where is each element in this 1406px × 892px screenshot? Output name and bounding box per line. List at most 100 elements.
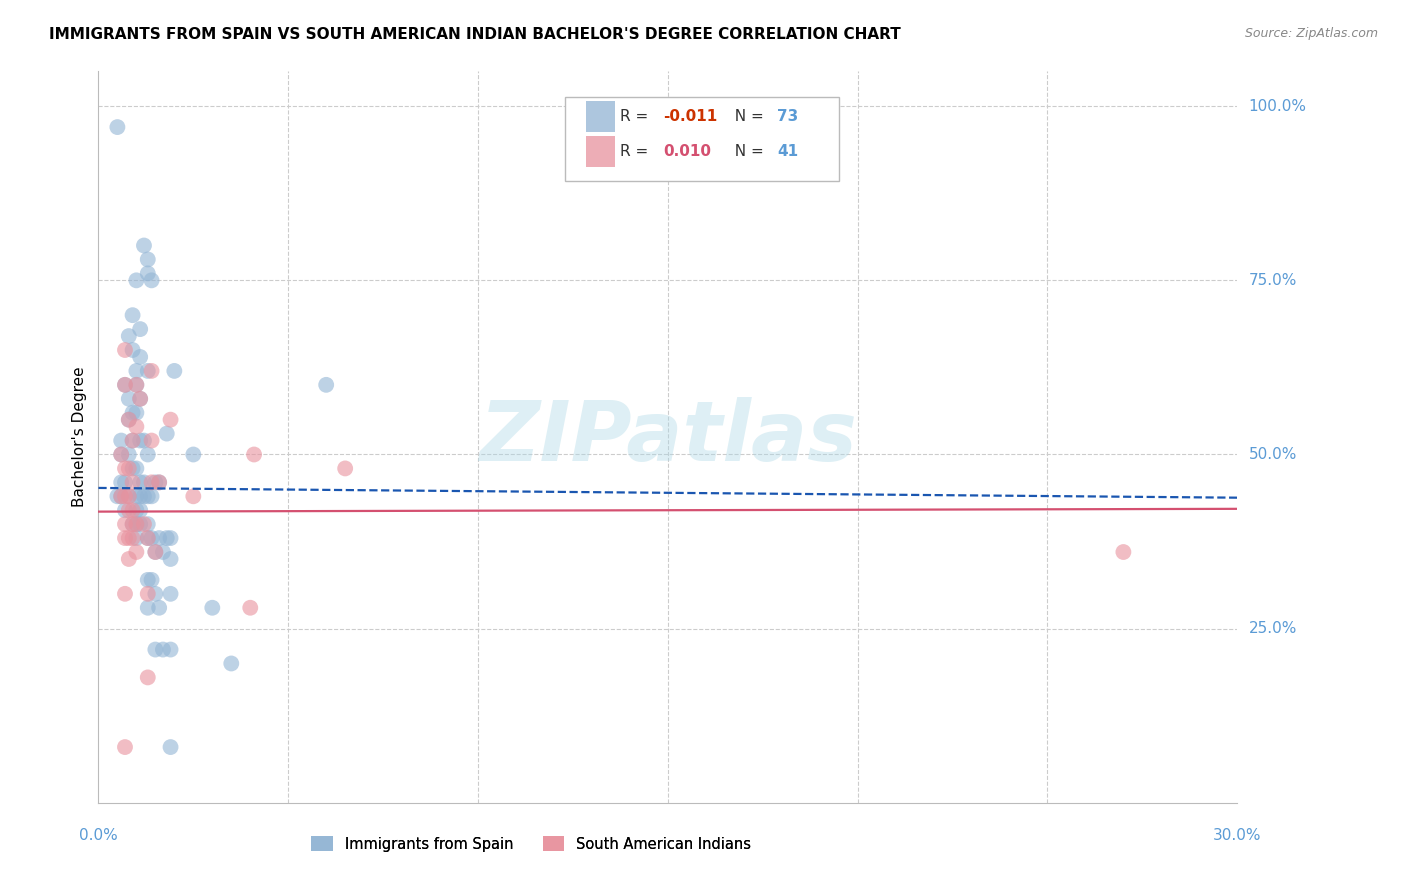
Point xyxy=(148,531,170,545)
Point xyxy=(239,600,262,615)
Point xyxy=(121,503,143,517)
FancyBboxPatch shape xyxy=(586,102,616,132)
Point xyxy=(315,377,337,392)
FancyBboxPatch shape xyxy=(565,97,839,181)
Point xyxy=(132,238,155,252)
Text: R =: R = xyxy=(620,110,654,124)
Point xyxy=(159,531,181,545)
Point xyxy=(125,377,148,392)
Text: Source: ZipAtlas.com: Source: ZipAtlas.com xyxy=(1244,27,1378,40)
Point xyxy=(141,273,163,287)
Point xyxy=(125,273,148,287)
Point xyxy=(136,573,159,587)
Point xyxy=(132,475,155,490)
Point xyxy=(118,412,141,426)
Point xyxy=(129,392,152,406)
Point xyxy=(125,517,148,532)
Point xyxy=(136,600,159,615)
Point xyxy=(136,364,159,378)
Point xyxy=(141,475,163,490)
Point xyxy=(183,489,205,503)
Point xyxy=(125,531,148,545)
Text: -0.011: -0.011 xyxy=(664,110,717,124)
Legend: Immigrants from Spain, South American Indians: Immigrants from Spain, South American In… xyxy=(305,830,756,858)
Point xyxy=(141,531,163,545)
Point xyxy=(121,461,143,475)
Point xyxy=(148,475,170,490)
Point xyxy=(114,740,136,755)
Point xyxy=(125,489,148,503)
Point xyxy=(114,475,136,490)
Point xyxy=(141,434,163,448)
Point xyxy=(129,475,152,490)
Point xyxy=(129,350,152,364)
Point xyxy=(110,434,132,448)
Point xyxy=(107,489,129,503)
Point xyxy=(125,364,148,378)
Text: ZIPatlas: ZIPatlas xyxy=(479,397,856,477)
Point xyxy=(136,266,159,280)
Point xyxy=(118,552,141,566)
Point xyxy=(136,448,159,462)
Point xyxy=(159,412,181,426)
Point xyxy=(118,503,141,517)
Point xyxy=(145,545,167,559)
Point xyxy=(129,322,152,336)
Text: 0.0%: 0.0% xyxy=(79,828,118,843)
Point xyxy=(121,308,143,322)
Point xyxy=(129,489,152,503)
Point xyxy=(125,461,148,475)
Point xyxy=(148,475,170,490)
Point xyxy=(141,364,163,378)
Point xyxy=(125,545,148,559)
Point xyxy=(121,343,143,357)
Point xyxy=(141,573,163,587)
Point xyxy=(148,600,170,615)
Text: 50.0%: 50.0% xyxy=(1249,447,1296,462)
Point xyxy=(121,517,143,532)
Point xyxy=(129,434,152,448)
Point xyxy=(114,503,136,517)
Point xyxy=(114,377,136,392)
Point xyxy=(132,489,155,503)
Point xyxy=(125,377,148,392)
Point xyxy=(129,517,152,532)
Point xyxy=(129,503,152,517)
Point xyxy=(159,587,181,601)
Text: IMMIGRANTS FROM SPAIN VS SOUTH AMERICAN INDIAN BACHELOR'S DEGREE CORRELATION CHA: IMMIGRANTS FROM SPAIN VS SOUTH AMERICAN … xyxy=(49,27,901,42)
Point xyxy=(156,426,179,441)
Point xyxy=(201,600,224,615)
Text: 0.010: 0.010 xyxy=(664,144,711,159)
Point xyxy=(1112,545,1135,559)
Point xyxy=(114,461,136,475)
Point xyxy=(132,434,155,448)
Point xyxy=(152,545,174,559)
Point xyxy=(114,517,136,532)
Point xyxy=(107,120,129,134)
Point xyxy=(243,448,266,462)
Point xyxy=(118,489,141,503)
Point xyxy=(118,448,141,462)
Point xyxy=(118,329,141,343)
Point xyxy=(125,517,148,532)
Point xyxy=(145,642,167,657)
Text: 25.0%: 25.0% xyxy=(1249,621,1296,636)
Point xyxy=(114,377,136,392)
Point xyxy=(114,531,136,545)
Point xyxy=(136,489,159,503)
FancyBboxPatch shape xyxy=(586,136,616,167)
Point xyxy=(163,364,186,378)
Point xyxy=(129,392,152,406)
Point xyxy=(152,642,174,657)
Point xyxy=(114,489,136,503)
Point xyxy=(125,406,148,420)
Point xyxy=(114,587,136,601)
Text: 30.0%: 30.0% xyxy=(1213,828,1261,843)
Y-axis label: Bachelor's Degree: Bachelor's Degree xyxy=(72,367,87,508)
Text: N =: N = xyxy=(725,144,769,159)
Point xyxy=(121,406,143,420)
Point xyxy=(110,489,132,503)
Point xyxy=(110,475,132,490)
Point xyxy=(156,531,179,545)
Point xyxy=(145,545,167,559)
